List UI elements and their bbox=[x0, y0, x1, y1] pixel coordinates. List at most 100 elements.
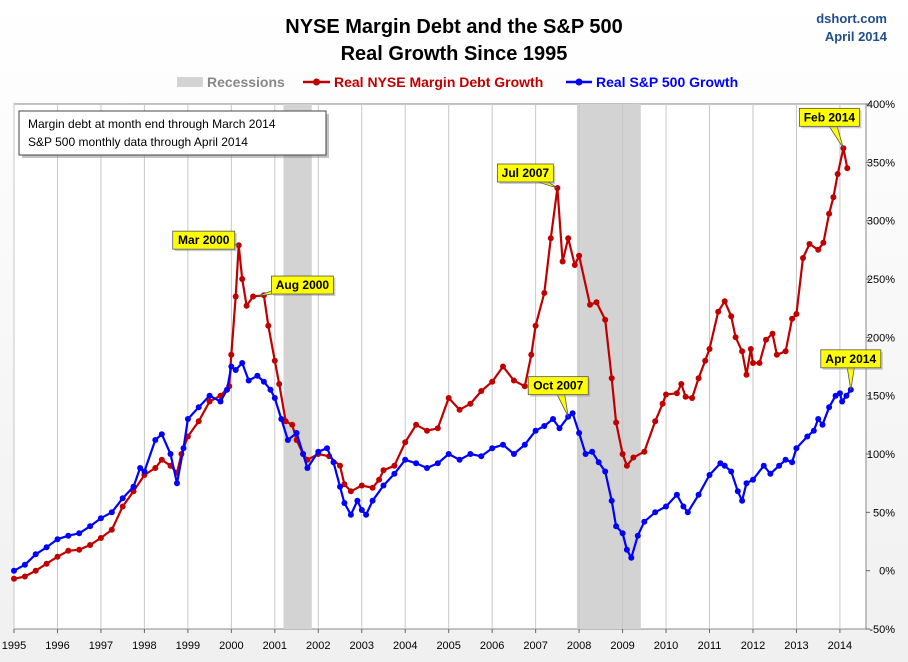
sp500-point-41 bbox=[341, 500, 348, 506]
margin-point-95 bbox=[750, 360, 756, 366]
legend-margin-label: Real NYSE Margin Debt Growth bbox=[334, 74, 543, 90]
sp500-point-59 bbox=[510, 451, 517, 457]
sp500-point-83 bbox=[684, 509, 691, 516]
margin-point-97 bbox=[763, 336, 769, 343]
callout-label-1: Aug 2000 bbox=[276, 278, 330, 292]
sp500-point-45 bbox=[363, 511, 370, 518]
sp500-point-57 bbox=[489, 445, 496, 452]
sp500-point-102 bbox=[819, 421, 826, 428]
sp500-point-51 bbox=[424, 465, 430, 471]
x-tick-label-2007: 2007 bbox=[523, 640, 547, 652]
legend: Recessions Real NYSE Margin Debt Growth … bbox=[177, 74, 738, 90]
sp500-point-19 bbox=[184, 416, 191, 422]
sp500-point-52 bbox=[434, 460, 441, 467]
sp500-point-81 bbox=[673, 491, 680, 498]
legend-margin-marker bbox=[313, 78, 320, 86]
margin-point-46 bbox=[380, 467, 387, 474]
margin-point-27 bbox=[243, 302, 250, 309]
date-label: April 2014 bbox=[825, 29, 888, 44]
x-tick-label-2006: 2006 bbox=[480, 640, 504, 652]
sp500-point-73 bbox=[613, 523, 620, 530]
margin-point-75 bbox=[623, 462, 630, 469]
y-axis-ticks: -50% 0% 50% 100% 150% 200% 250% 300% 350% 400% bbox=[866, 99, 895, 636]
margin-point-1 bbox=[21, 573, 28, 580]
margin-point-74 bbox=[619, 451, 626, 457]
margin-point-62 bbox=[541, 290, 548, 296]
sp500-point-12 bbox=[137, 465, 144, 471]
sp500-point-69 bbox=[589, 448, 596, 455]
sp500-point-22 bbox=[217, 398, 224, 405]
sp500-point-8 bbox=[97, 515, 104, 522]
margin-point-60 bbox=[528, 351, 535, 358]
sp500-point-31 bbox=[271, 395, 278, 401]
callout-2: Jul 2007 bbox=[496, 163, 558, 189]
sp500-point-103 bbox=[826, 404, 833, 411]
sp500-point-72 bbox=[608, 497, 615, 504]
margin-point-59 bbox=[521, 383, 528, 390]
margin-point-71 bbox=[602, 316, 609, 323]
legend-recession-label: Recessions bbox=[207, 74, 285, 90]
margin-point-26 bbox=[239, 276, 246, 282]
source-label: dshort.com bbox=[816, 11, 887, 26]
sp500-point-49 bbox=[402, 456, 409, 463]
margin-point-78 bbox=[652, 418, 659, 425]
margin-point-89 bbox=[721, 298, 728, 305]
sp500-point-80 bbox=[663, 503, 669, 510]
x-tick-label-2003: 2003 bbox=[350, 640, 374, 652]
margin-point-54 bbox=[467, 400, 474, 407]
margin-point-50 bbox=[424, 427, 430, 434]
margin-point-40 bbox=[337, 462, 343, 469]
sp500-point-23 bbox=[224, 386, 230, 393]
margin-point-44 bbox=[369, 484, 376, 491]
sp500-point-54 bbox=[456, 456, 463, 463]
sp500-point-93 bbox=[760, 462, 767, 469]
callout-label-3: Oct 2007 bbox=[533, 379, 583, 393]
margin-point-19 bbox=[195, 418, 202, 425]
sp500-point-100 bbox=[810, 427, 817, 434]
margin-point-77 bbox=[641, 448, 648, 455]
margin-point-82 bbox=[678, 381, 685, 387]
margin-point-28 bbox=[250, 293, 257, 300]
margin-point-23 bbox=[228, 351, 235, 358]
x-tick-label-2004: 2004 bbox=[393, 640, 417, 652]
callout-label-4: Feb 2014 bbox=[804, 110, 856, 124]
sp500-point-30 bbox=[267, 386, 274, 393]
margin-point-94 bbox=[747, 346, 754, 352]
sp500-point-5 bbox=[65, 532, 72, 539]
sp500-point-16 bbox=[167, 451, 174, 457]
margin-point-108 bbox=[830, 194, 837, 201]
margin-point-69 bbox=[587, 301, 593, 308]
sp500-point-50 bbox=[413, 460, 420, 467]
sp500-point-34 bbox=[293, 430, 300, 436]
sp500-point-62 bbox=[541, 423, 548, 429]
margin-point-66 bbox=[565, 235, 572, 242]
note-line2: S&P 500 monthly data through April 2014 bbox=[28, 135, 248, 149]
sp500-point-53 bbox=[445, 451, 452, 457]
margin-point-34 bbox=[289, 421, 296, 428]
y-tick-label-6: 250% bbox=[867, 274, 895, 286]
callout-5: Apr 2014 bbox=[820, 349, 883, 390]
margin-point-96 bbox=[756, 360, 763, 366]
sp500-point-84 bbox=[695, 491, 702, 498]
margin-point-48 bbox=[402, 439, 409, 446]
plot-area bbox=[13, 103, 867, 630]
callout-box-4 bbox=[798, 107, 860, 127]
callout-label-5: Apr 2014 bbox=[825, 352, 876, 366]
sp500-point-27 bbox=[245, 377, 252, 384]
margin-point-32 bbox=[276, 381, 283, 387]
sp500-point-25 bbox=[232, 367, 239, 373]
sp500-point-6 bbox=[76, 530, 83, 537]
sp500-point-88 bbox=[728, 468, 735, 475]
chart-title-line2: Real Growth Since 1995 bbox=[341, 43, 568, 65]
sp500-point-21 bbox=[206, 392, 213, 399]
sp500-point-10 bbox=[119, 495, 126, 502]
margin-point-30 bbox=[265, 322, 272, 329]
margin-point-49 bbox=[413, 421, 420, 428]
sp500-point-101 bbox=[815, 416, 822, 422]
margin-point-100 bbox=[782, 348, 789, 355]
sp500-point-29 bbox=[260, 378, 267, 385]
sp500-point-37 bbox=[315, 448, 322, 455]
margin-point-107 bbox=[826, 210, 833, 217]
y-tick-label-0: -50% bbox=[869, 624, 895, 636]
